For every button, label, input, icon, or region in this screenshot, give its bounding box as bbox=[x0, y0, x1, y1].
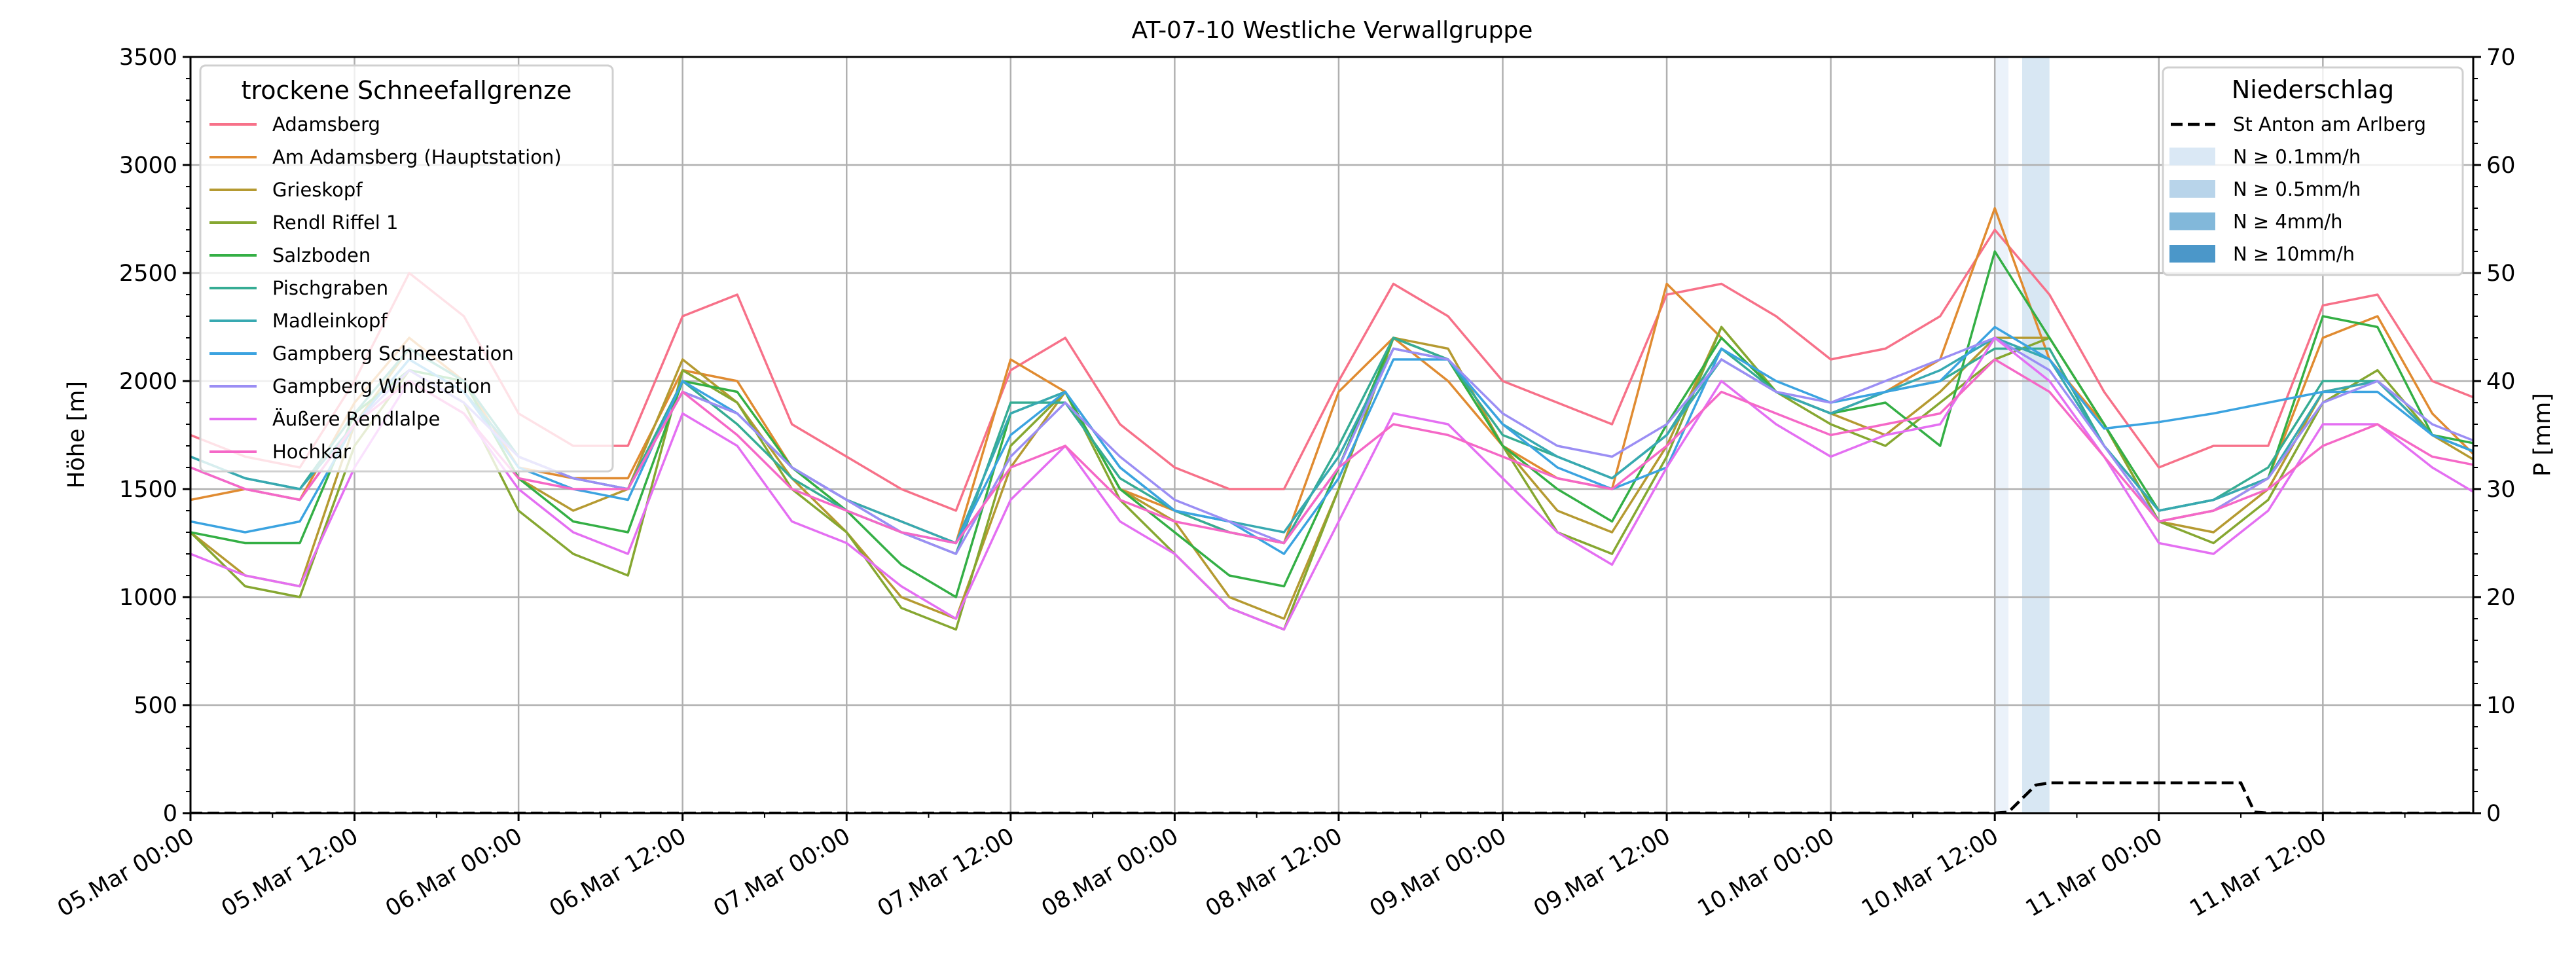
legend-label: N ≥ 0.1mm/h bbox=[2233, 146, 2361, 168]
legend-box bbox=[199, 64, 614, 473]
precip-bands bbox=[1995, 57, 2050, 813]
x-tick-label: 09.Mar 12:00 bbox=[1529, 823, 1675, 922]
legend-label: Madleinkopf bbox=[272, 310, 388, 332]
y-tick-label: 500 bbox=[134, 693, 177, 719]
x-tick-label: 05.Mar 12:00 bbox=[217, 823, 363, 922]
x-tick-label: 11.Mar 12:00 bbox=[2185, 823, 2331, 922]
y-right-tick-label: 0 bbox=[2486, 801, 2501, 827]
y-right-tick-label: 20 bbox=[2486, 585, 2516, 611]
y-right-tick-label: 70 bbox=[2486, 45, 2516, 71]
legend-label: Äußere Rendlalpe bbox=[272, 408, 440, 430]
legend-label: Am Adamsberg (Hauptstation) bbox=[272, 146, 562, 168]
plot-frame bbox=[189, 56, 2475, 814]
x-tick-label: 11.Mar 00:00 bbox=[2022, 823, 2167, 922]
y-right-tick-label: 50 bbox=[2486, 261, 2516, 287]
legend-label: Adamsberg bbox=[272, 113, 380, 136]
y-tick-label: 2000 bbox=[119, 369, 177, 395]
y-right-tick-label: 30 bbox=[2486, 477, 2516, 503]
series-lines bbox=[190, 207, 2473, 631]
legend-precipitation: Niederschlag St Anton am Arlberg N ≥ 0.1m… bbox=[2162, 66, 2464, 276]
legend-label: N ≥ 4mm/h bbox=[2233, 211, 2343, 233]
x-tick-label: 09.Mar 00:00 bbox=[1366, 823, 1511, 922]
y-right-tick-label: 60 bbox=[2486, 153, 2516, 179]
legend-swatch bbox=[2169, 245, 2215, 263]
y-tick-label: 1500 bbox=[119, 477, 177, 503]
legend-snowfall-limit: trockene Schneefallgrenze Adamsberg Am Ad… bbox=[199, 64, 614, 473]
precip-line-st-anton bbox=[190, 781, 2473, 813]
y-tick-label: 3500 bbox=[119, 45, 177, 71]
x-tick-label: 06.Mar 12:00 bbox=[545, 823, 691, 922]
y-tick-label: 1000 bbox=[119, 585, 177, 611]
legend-title: Niederschlag bbox=[2232, 75, 2394, 104]
legend-title: trockene Schneefallgrenze bbox=[242, 76, 572, 105]
legend-box bbox=[2162, 66, 2464, 276]
series-line-hochkar bbox=[190, 358, 2473, 545]
legend-label: N ≥ 0.5mm/h bbox=[2233, 178, 2361, 200]
x-tick-label: 08.Mar 00:00 bbox=[1037, 823, 1182, 922]
legend-label: Gampberg Schneestation bbox=[272, 342, 514, 365]
legend-label: Gampberg Windstation bbox=[272, 375, 492, 397]
y-right-tick-label: 40 bbox=[2486, 369, 2516, 395]
x-tick-label: 05.Mar 00:00 bbox=[53, 823, 198, 922]
y-tick-label: 0 bbox=[163, 801, 177, 827]
x-tick-label: 06.Mar 00:00 bbox=[381, 823, 526, 922]
x-tick-label: 08.Mar 12:00 bbox=[1201, 823, 1347, 922]
y-axis-label: Höhe [m] bbox=[63, 381, 90, 488]
precip-band bbox=[1995, 57, 2009, 813]
y-right-tick-label: 10 bbox=[2486, 693, 2516, 719]
y-tick-label: 3000 bbox=[119, 153, 177, 179]
legend-swatch bbox=[2169, 147, 2215, 166]
x-tick-label: 07.Mar 12:00 bbox=[873, 823, 1019, 922]
legend-label: Salzboden bbox=[272, 244, 371, 266]
y-tick-label: 2500 bbox=[119, 261, 177, 287]
precip-line-group bbox=[190, 781, 2473, 813]
legend-label: St Anton am Arlberg bbox=[2233, 113, 2426, 136]
legend-swatch bbox=[2169, 180, 2215, 198]
legend-swatch bbox=[2169, 212, 2215, 230]
legend-label: Grieskopf bbox=[272, 179, 363, 201]
legend-label: N ≥ 10mm/h bbox=[2233, 243, 2355, 265]
legend-label: Hochkar bbox=[272, 441, 351, 463]
x-tick-label: 07.Mar 00:00 bbox=[709, 823, 854, 922]
chart-title: AT-07-10 Westliche Verwallgruppe bbox=[1132, 17, 1533, 44]
x-tick-label: 10.Mar 12:00 bbox=[1857, 823, 2003, 922]
legend-label: Pischgraben bbox=[272, 277, 388, 299]
precip-band bbox=[2022, 57, 2050, 813]
y-axis-right-label: P [mm] bbox=[2530, 393, 2556, 477]
x-tick-label: 10.Mar 00:00 bbox=[1694, 823, 1839, 922]
legend-label: Rendl Riffel 1 bbox=[272, 211, 399, 234]
